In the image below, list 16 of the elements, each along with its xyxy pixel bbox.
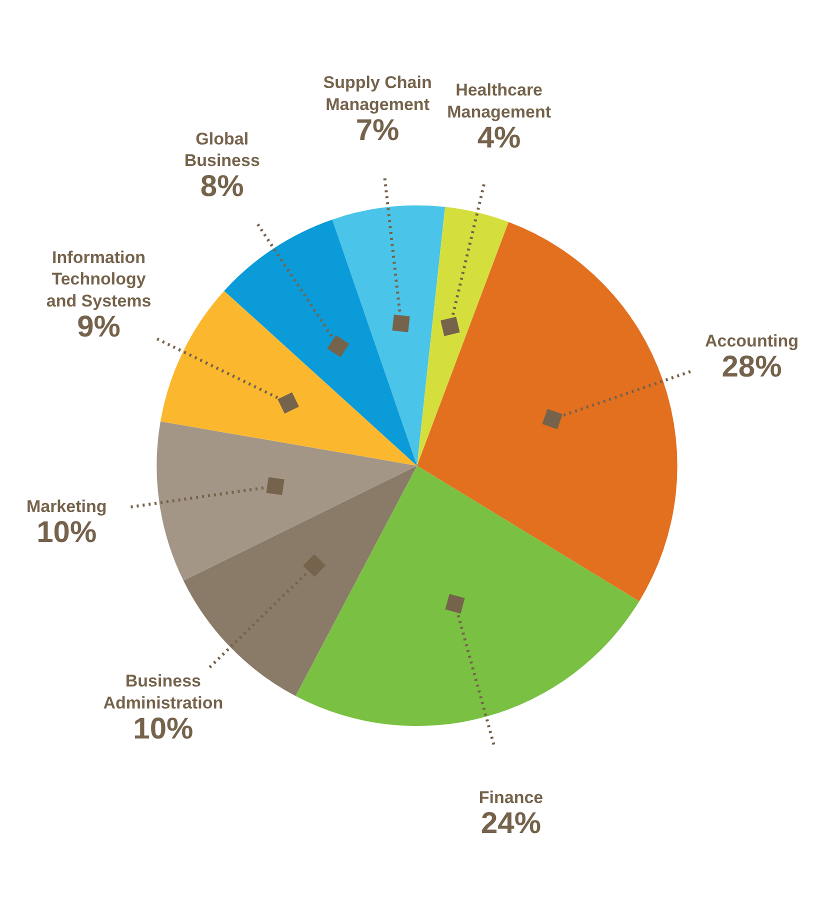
data-label: 8% <box>200 170 244 204</box>
slice-label: Business Administration <box>103 672 224 713</box>
data-label: 7% <box>356 114 400 147</box>
data-label: 4% <box>477 121 521 154</box>
data-label: 24% <box>480 807 542 840</box>
data-label: 10% <box>36 516 97 550</box>
slice-label: Supply Chain Management <box>323 73 432 114</box>
slice-label: Accounting <box>704 331 798 350</box>
data-label: 9% <box>77 310 120 344</box>
slice-label: Marketing <box>26 497 107 516</box>
data-label: 28% <box>722 350 782 384</box>
slice-label: Global Business <box>184 129 260 170</box>
slice-label: Finance <box>478 788 544 808</box>
slice-label: Information Technology and Systems <box>46 248 152 311</box>
slice-label: Healthcare Management <box>447 80 552 122</box>
data-label: 10% <box>133 712 194 746</box>
